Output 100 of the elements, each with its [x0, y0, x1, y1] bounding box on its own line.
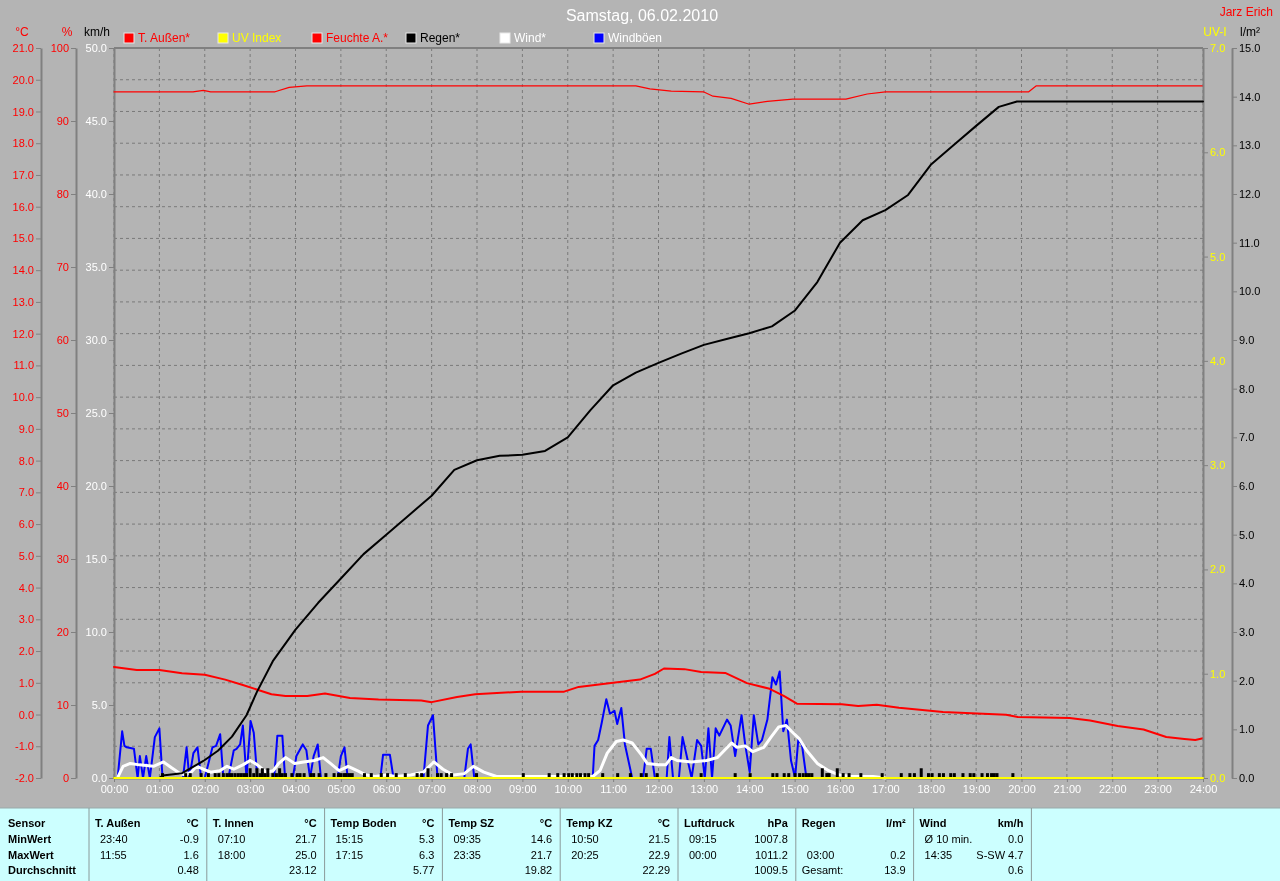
y2-tick-label: 5.0 — [1210, 250, 1226, 263]
y-tick-label: 2.0 — [18, 645, 34, 658]
x-tick-label: 23:00 — [1144, 782, 1172, 795]
x-tick-label: 13:00 — [690, 782, 719, 795]
text: Sensor — [8, 817, 47, 829]
y2-tick-label: 100 — [50, 42, 69, 55]
text: MaxWert — [8, 849, 54, 861]
y-tick-label: 1.0 — [18, 676, 34, 689]
text: °C — [186, 817, 199, 829]
text: 19.82 — [524, 864, 553, 876]
y-tick-label: 14.0 — [12, 264, 34, 277]
x-tick-label: 21:00 — [1053, 782, 1082, 795]
text: 23:35 — [453, 849, 481, 861]
text: Temp KZ — [566, 817, 613, 829]
y-tick-label: 0.0 — [18, 708, 34, 721]
text: Gesamt: — [801, 864, 844, 876]
text: 13.9 — [884, 864, 906, 876]
text: 1011.2 — [754, 849, 788, 861]
x-tick-label: 06:00 — [372, 782, 401, 795]
y3-tick-label: 10.0 — [85, 626, 107, 639]
text: km/h — [997, 817, 1024, 829]
y2-tick-label: 90 — [56, 115, 69, 128]
y2-tick-label: 3.0 — [1210, 459, 1226, 472]
x-tick-label: 24:00 — [1189, 782, 1218, 795]
y-tick-label: 7.0 — [1239, 431, 1255, 444]
y3-tick-label: 20.0 — [85, 480, 107, 493]
x-tick-label: 14:00 — [735, 782, 764, 795]
y2-axis-title: % — [61, 25, 73, 39]
y2-tick-label: 80 — [56, 188, 69, 201]
text: 07:10 — [217, 833, 246, 845]
text: T. Innen — [212, 817, 255, 829]
y-tick-label: 8.0 — [18, 454, 34, 467]
text: 21.5 — [648, 833, 670, 845]
y2-tick-label: 4.0 — [1210, 354, 1226, 367]
text: 23:40 — [100, 833, 128, 845]
y-tick-label: 3.0 — [18, 613, 34, 626]
y3-axis-title: km/h — [83, 25, 111, 39]
y-tick-label: 14.0 — [1239, 90, 1261, 103]
text: °C — [304, 817, 317, 829]
y-tick-label: -2.0 — [15, 772, 34, 785]
y3-tick-label: 35.0 — [85, 261, 107, 274]
y-axis-title: °C — [15, 25, 30, 39]
text: Wind — [919, 817, 947, 829]
text: 22.29 — [642, 864, 670, 876]
y-tick-label: 0.0 — [1239, 772, 1255, 785]
text: Temp SZ — [448, 817, 495, 829]
y2-tick-label: 50 — [56, 407, 69, 420]
x-tick-label: 22:00 — [1098, 782, 1127, 795]
y3-tick-label: 50.0 — [85, 42, 107, 55]
text: Luftdruck — [684, 817, 736, 829]
y3-tick-label: 40.0 — [85, 188, 107, 201]
text: -0.9 — [179, 833, 199, 845]
y2-tick-label: 0 — [62, 772, 69, 785]
y-tick-label: 13.0 — [12, 295, 34, 308]
y-tick-label: 20.0 — [12, 73, 34, 86]
legend-label: Feuchte A.* — [326, 31, 389, 45]
text: 6.3 — [419, 849, 435, 861]
text: 25.0 — [295, 849, 317, 861]
y-tick-label: 6.0 — [1239, 480, 1255, 493]
x-tick-label: 04:00 — [282, 782, 310, 795]
y-tick-label: -1.0 — [15, 740, 34, 753]
text: °C — [422, 817, 435, 829]
y-tick-label: 18.0 — [12, 137, 34, 150]
x-tick-label: 15:00 — [781, 782, 809, 795]
y3-tick-label: 25.0 — [85, 407, 107, 420]
y3-tick-label: 30.0 — [85, 334, 107, 347]
text: 1.6 — [183, 849, 199, 861]
text: 5.3 — [419, 833, 435, 845]
text: Temp Boden — [330, 817, 397, 829]
y-tick-label: 6.0 — [18, 518, 34, 531]
legend-label: Wind* — [514, 31, 547, 45]
y3-tick-label: 15.0 — [85, 553, 107, 566]
y2-tick-label: 40 — [56, 480, 69, 493]
text: 15:15 — [335, 833, 364, 845]
y2-tick-label: 70 — [56, 261, 69, 274]
y2-tick-label: 10 — [56, 699, 69, 712]
y3-tick-label: 45.0 — [85, 115, 107, 128]
x-tick-label: 03:00 — [236, 782, 265, 795]
x-tick-label: 20:00 — [1008, 782, 1036, 795]
y2-tick-label: 1.0 — [1210, 667, 1226, 680]
text: T. Außen — [95, 817, 141, 829]
text: 14.6 — [530, 833, 553, 845]
x-tick-label: 01:00 — [146, 782, 174, 795]
x-tick-label: 12:00 — [645, 782, 673, 795]
text: Regen — [801, 817, 836, 829]
text: 18:00 — [217, 849, 246, 861]
text: 20:25 — [571, 849, 599, 861]
y2-tick-label: 0.0 — [1210, 772, 1226, 785]
y2-tick-label: 6.0 — [1210, 146, 1226, 159]
text: 14:35 — [924, 849, 953, 861]
y-tick-label: 12.0 — [12, 327, 34, 340]
x-tick-label: 07:00 — [418, 782, 446, 795]
y-tick-label: 11.0 — [1239, 236, 1260, 249]
x-tick-label: 09:00 — [509, 782, 537, 795]
text: MinWert — [8, 833, 52, 845]
text: 5.77 — [412, 864, 435, 876]
y-tick-label: 21.0 — [12, 42, 34, 55]
x-tick-label: 00:00 — [100, 782, 129, 795]
y-tick-label: 13.0 — [1239, 139, 1261, 152]
text: Jarz Erich — [1219, 5, 1273, 19]
